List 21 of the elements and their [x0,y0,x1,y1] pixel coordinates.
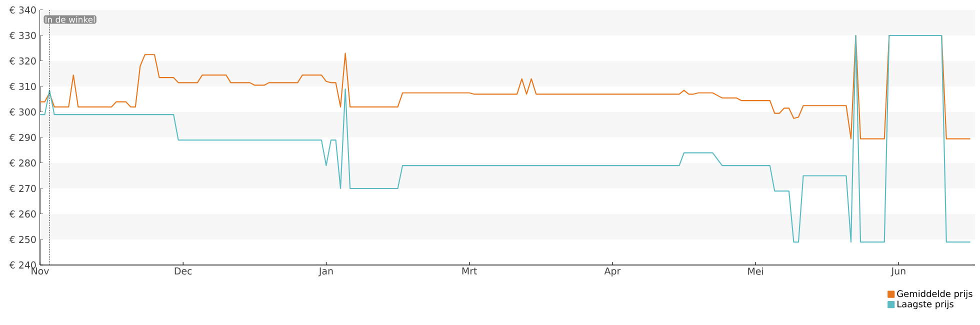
annotation: In de winkel [46,16,95,23]
y-tick-label: € 270 [9,184,36,192]
x-tick-label: Apr [604,268,621,276]
legend-label: Laagste prijs [898,300,954,310]
x-tick-label: Dec [174,268,192,275]
x-tick-label: Jun [890,268,906,276]
x-tick-label: Mrt [462,268,477,274]
y-tick-label: € 240 [9,261,36,269]
y-tick-label: € 330 [9,32,36,40]
y-tick-label: € 320 [9,57,36,65]
y-tick-label: € 280 [9,159,36,167]
y-tick-label: € 290 [9,134,36,142]
y-tick-label: € 300 [9,108,36,116]
x-tick-label: Jan [318,268,333,276]
y-tick-label: € 310 [9,82,36,90]
legend-label: Gemiddelde prijs [897,290,972,299]
x-tick-label: Nov [32,268,49,275]
y-tick-label: € 340 [9,6,36,14]
x-tick-label: Mei [748,268,763,275]
y-tick-label: € 260 [9,210,36,218]
y-tick-label: € 250 [9,236,36,244]
